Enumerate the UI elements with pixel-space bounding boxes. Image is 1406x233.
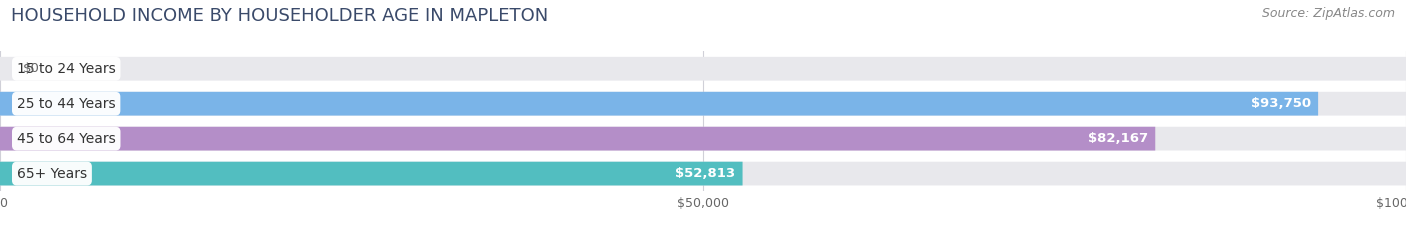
FancyBboxPatch shape	[0, 92, 1319, 116]
Text: $93,750: $93,750	[1251, 97, 1312, 110]
Text: 25 to 44 Years: 25 to 44 Years	[17, 97, 115, 111]
Text: $82,167: $82,167	[1088, 132, 1149, 145]
FancyBboxPatch shape	[0, 127, 1406, 151]
Text: HOUSEHOLD INCOME BY HOUSEHOLDER AGE IN MAPLETON: HOUSEHOLD INCOME BY HOUSEHOLDER AGE IN M…	[11, 7, 548, 25]
Text: 15 to 24 Years: 15 to 24 Years	[17, 62, 115, 76]
Text: 45 to 64 Years: 45 to 64 Years	[17, 132, 115, 146]
Text: $52,813: $52,813	[675, 167, 735, 180]
Text: $0: $0	[22, 62, 39, 75]
Text: Source: ZipAtlas.com: Source: ZipAtlas.com	[1261, 7, 1395, 20]
FancyBboxPatch shape	[0, 127, 1156, 151]
FancyBboxPatch shape	[0, 92, 1406, 116]
FancyBboxPatch shape	[0, 162, 1406, 185]
Text: 65+ Years: 65+ Years	[17, 167, 87, 181]
FancyBboxPatch shape	[0, 162, 742, 185]
FancyBboxPatch shape	[0, 57, 1406, 81]
